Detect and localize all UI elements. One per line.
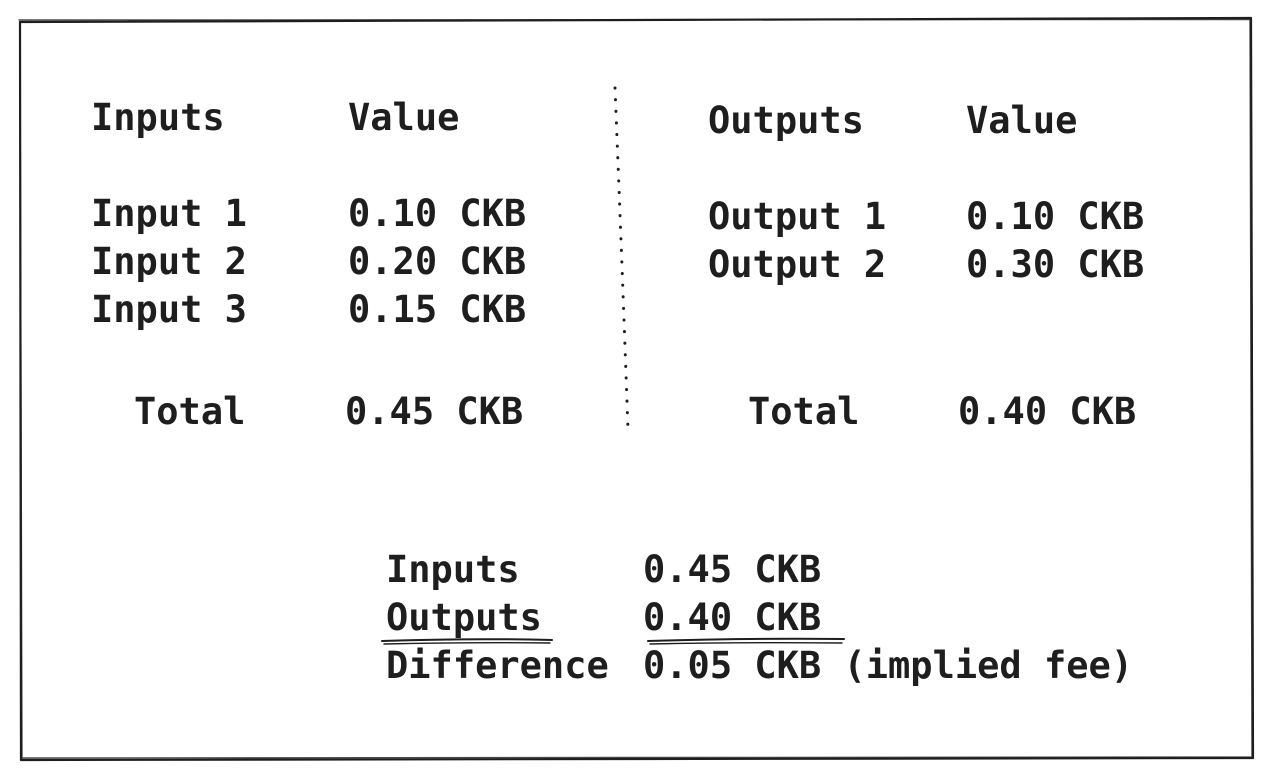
input-row-name: Input 1 — [91, 192, 247, 235]
input-row-value: 0.20 CKB — [348, 240, 527, 283]
inputs-total-label: Total — [134, 390, 246, 433]
input-row-name: Input 2 — [91, 240, 247, 283]
summary-outputs-label: Outputs — [386, 596, 542, 639]
inputs-header-value: Value — [348, 96, 460, 139]
output-row-name: Output 2 — [708, 243, 887, 286]
outputs-label-underline — [381, 638, 553, 642]
outputs-label-underline-sketch — [383, 641, 551, 645]
outputs-header-value: Value — [966, 99, 1078, 142]
input-row-name: Input 3 — [91, 288, 247, 331]
outputs-header-name: Outputs — [708, 99, 864, 142]
outputs-value-underline-sketch — [649, 641, 843, 645]
summary-difference-label: Difference — [386, 644, 609, 687]
frame-border-sketch — [18, 18, 1253, 759]
summary-inputs-value: 0.45 CKB — [643, 548, 822, 591]
summary-inputs-label: Inputs — [386, 548, 520, 591]
input-row-value: 0.10 CKB — [348, 192, 527, 235]
outputs-value-underline — [647, 637, 845, 642]
summary-difference-value: 0.05 CKB (implied fee) — [643, 644, 1134, 687]
output-row-name: Output 1 — [708, 195, 887, 238]
output-row-value: 0.30 CKB — [966, 243, 1145, 286]
inputs-header-name: Inputs — [91, 96, 225, 139]
input-row-value: 0.15 CKB — [348, 288, 527, 331]
outputs-total-value: 0.40 CKB — [958, 390, 1137, 433]
outputs-total-label: Total — [748, 390, 860, 433]
inputs-total-value: 0.45 CKB — [345, 390, 524, 433]
summary-outputs-value: 0.40 CKB — [643, 596, 822, 639]
column-divider — [613, 86, 630, 432]
output-row-value: 0.10 CKB — [966, 195, 1145, 238]
